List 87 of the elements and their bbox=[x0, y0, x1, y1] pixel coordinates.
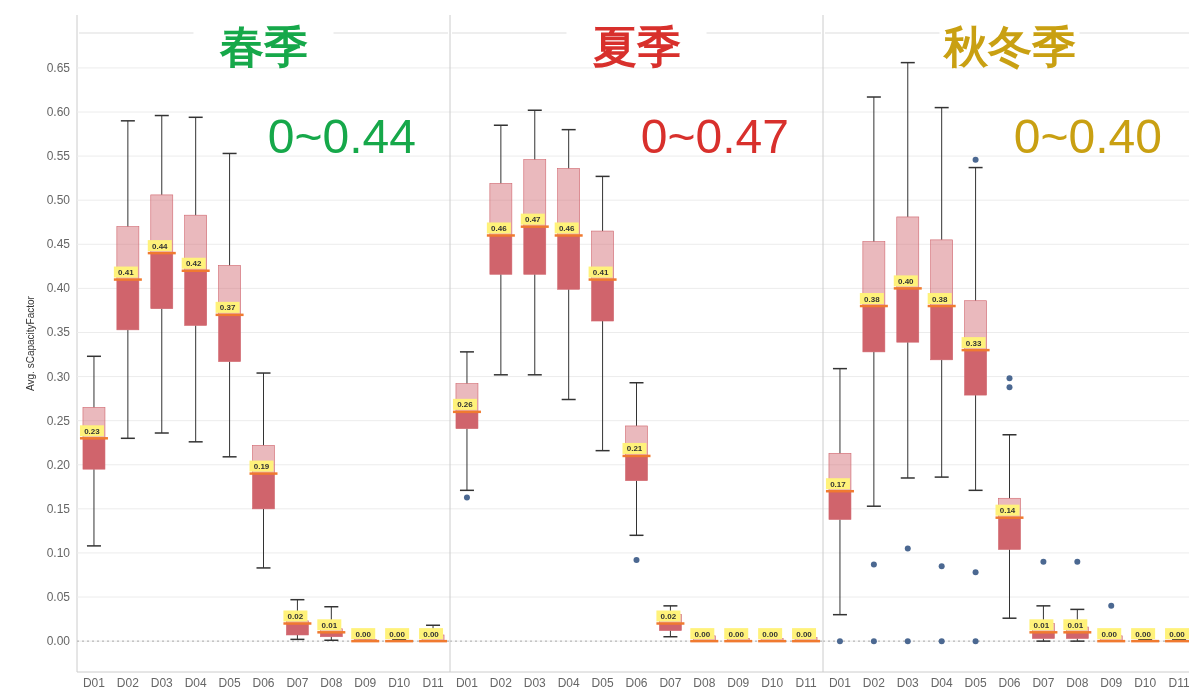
annotation: 0.00 bbox=[389, 629, 406, 639]
x-tick-label: D10 bbox=[1134, 676, 1157, 689]
x-tick-label: D01 bbox=[455, 676, 479, 689]
x-tick-label: D07 bbox=[659, 676, 682, 689]
annotation: 0.17 bbox=[830, 479, 847, 489]
x-tick-label: D08 bbox=[1066, 676, 1089, 689]
x-tick-label: D07 bbox=[286, 676, 309, 689]
y-tick-label: 0.05 bbox=[46, 590, 71, 605]
annotation: 0.47 bbox=[524, 215, 542, 225]
annotation: 0.44 bbox=[151, 241, 169, 251]
x-tick-label: D01 bbox=[828, 676, 852, 689]
annotation: 0.00 bbox=[762, 629, 779, 639]
annotation: 0.42 bbox=[185, 259, 203, 269]
x-tick-label: D07 bbox=[1032, 676, 1055, 689]
annotation: 0.00 bbox=[728, 629, 745, 639]
x-tick-label: D09 bbox=[1100, 676, 1123, 689]
x-tick-label: D02 bbox=[116, 676, 140, 689]
x-tick-label: D11 bbox=[422, 676, 444, 689]
annotation: 0.21 bbox=[626, 444, 643, 454]
x-tick-label: D05 bbox=[218, 676, 241, 689]
annotation: 0.02 bbox=[660, 612, 677, 621]
annotation: 0.01 bbox=[321, 620, 338, 630]
y-tick-label: 0.10 bbox=[46, 545, 71, 560]
x-tick-label: D09 bbox=[727, 676, 750, 689]
x-tick-label: D11 bbox=[795, 676, 817, 689]
x-tick-label: D06 bbox=[998, 676, 1021, 689]
annotation: 0.00 bbox=[796, 629, 813, 639]
x-tick-label: D05 bbox=[964, 676, 987, 689]
y-tick-label: 0.50 bbox=[46, 193, 71, 208]
x-tick-label: D08 bbox=[320, 676, 343, 689]
annotation: 0.38 bbox=[931, 294, 949, 304]
annotation: 0.00 bbox=[1101, 629, 1118, 639]
y-tick-label: 0.65 bbox=[46, 60, 71, 75]
annotation: 0.00 bbox=[423, 629, 440, 639]
annotation: 0.00 bbox=[694, 629, 711, 639]
annotation: 0.19 bbox=[253, 462, 270, 472]
annotation: 0.37 bbox=[219, 303, 236, 313]
annotation: 0.33 bbox=[965, 338, 982, 348]
annotation: 0.46 bbox=[491, 223, 508, 233]
chart-title: 夏季 bbox=[592, 22, 681, 71]
annotation: 0.02 bbox=[287, 612, 304, 621]
annotation: 0.41 bbox=[592, 268, 609, 278]
annotation: 0.40 bbox=[897, 276, 915, 286]
y-tick-label: 0.55 bbox=[46, 149, 71, 164]
x-tick-label: D11 bbox=[1168, 676, 1189, 689]
x-tick-label: D03 bbox=[523, 676, 547, 689]
x-tick-label: D09 bbox=[354, 676, 377, 689]
annotation: 0.46 bbox=[558, 223, 576, 233]
x-tick-label: D03 bbox=[150, 676, 174, 689]
x-tick-label: D01 bbox=[82, 676, 106, 689]
x-tick-label: D06 bbox=[252, 676, 275, 689]
annotation: 0.01 bbox=[1033, 620, 1050, 630]
y-tick-label: 0.60 bbox=[46, 105, 71, 120]
y-tick-label: 0.25 bbox=[46, 413, 71, 428]
x-tick-label: D04 bbox=[184, 676, 208, 689]
x-tick-label: D10 bbox=[761, 676, 784, 689]
x-tick-label: D08 bbox=[693, 676, 716, 689]
annotation: 0~0.40 bbox=[1013, 110, 1162, 163]
annotation: 0.00 bbox=[355, 629, 372, 639]
annotation: 0.01 bbox=[1067, 620, 1084, 630]
x-tick-label: D03 bbox=[896, 676, 920, 689]
y-tick-label: 0.20 bbox=[46, 457, 71, 472]
annotation: 0~0.44 bbox=[267, 110, 416, 163]
x-tick-label: D02 bbox=[862, 676, 886, 689]
y-tick-label: 0.15 bbox=[46, 501, 71, 516]
x-tick-label: D06 bbox=[625, 676, 648, 689]
x-tick-label: D04 bbox=[557, 676, 581, 689]
y-tick-label: 0.30 bbox=[46, 369, 71, 384]
annotation: 0.26 bbox=[457, 400, 474, 410]
annotation: 0.00 bbox=[1135, 629, 1152, 639]
annotation: 0.23 bbox=[84, 426, 101, 436]
y-tick-label: 0.00 bbox=[46, 634, 71, 649]
x-tick-label: D04 bbox=[930, 676, 954, 689]
x-tick-label: D10 bbox=[388, 676, 411, 689]
annotation: 0.41 bbox=[118, 268, 135, 278]
chart-title: 春季 bbox=[218, 22, 308, 71]
annotation: 0.38 bbox=[864, 294, 881, 304]
x-tick-label: D05 bbox=[591, 676, 614, 689]
annotation: 0.14 bbox=[999, 506, 1016, 516]
y-tick-label: 0.40 bbox=[46, 281, 71, 296]
chart-title: 秋冬季 bbox=[941, 22, 1076, 71]
x-tick-label: D02 bbox=[489, 676, 513, 689]
y-axis-title: Avg. sCapacityFactor bbox=[25, 295, 36, 391]
annotation: 0.00 bbox=[1169, 629, 1186, 639]
y-tick-label: 0.45 bbox=[46, 237, 71, 252]
annotation: 0~0.47 bbox=[640, 110, 789, 163]
y-tick-label: 0.35 bbox=[46, 325, 71, 340]
